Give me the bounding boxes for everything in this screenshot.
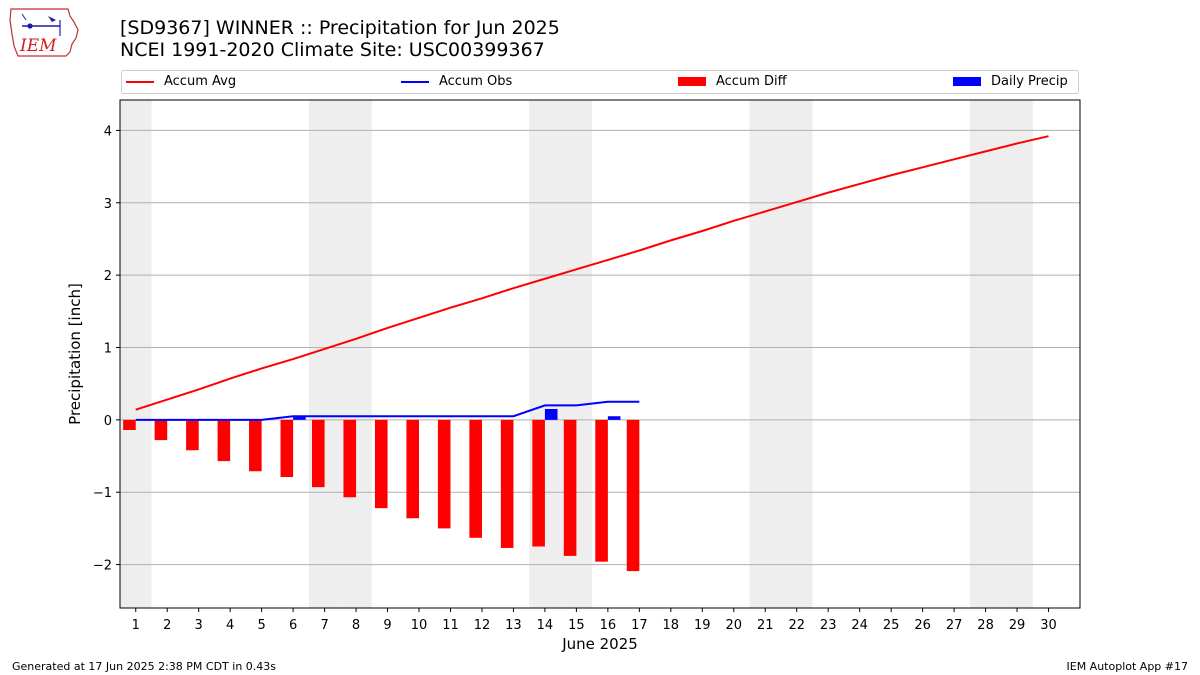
daily-precip-bar [293, 416, 306, 420]
legend-item-accum-obs: Accum Obs [401, 74, 512, 90]
accum-diff-bar [469, 419, 482, 538]
x-tick-label: 14 [537, 618, 554, 633]
accum-diff-bar [532, 419, 545, 547]
accum-diff-bar [249, 419, 262, 472]
x-tick-label: 17 [631, 618, 648, 633]
legend-item-daily-precip: Daily Precip [953, 74, 1068, 90]
x-tick-label: 7 [320, 618, 328, 633]
legend-swatch-accum-diff [678, 77, 706, 86]
x-tick-label: 30 [1040, 618, 1057, 633]
y-tick-label: 2 [104, 269, 112, 284]
chart-legend: Accum Avg Accum Obs Accum Diff Daily Pre… [121, 70, 1079, 94]
chart-title-block: [SD9367] WINNER :: Precipitation for Jun… [120, 17, 560, 61]
x-tick-label: 24 [851, 618, 868, 633]
x-tick-label: 29 [1009, 618, 1026, 633]
y-tick-label: 1 [104, 341, 112, 356]
y-axis-label: Precipitation [inch] [66, 283, 84, 425]
iem-iowa-logo-icon: IEM [9, 8, 79, 57]
x-tick-label: 22 [788, 618, 805, 633]
accum-avg-line [135, 135, 1049, 411]
x-tick-label: 1 [132, 618, 140, 633]
plot-frame [119, 99, 1081, 609]
accum-diff-bar [500, 419, 514, 548]
daily-precip-bar [607, 416, 621, 420]
weekend-band [969, 100, 1002, 608]
x-tick-label: 6 [289, 618, 297, 633]
x-tick-label: 9 [383, 618, 391, 633]
logo-text: IEM [19, 36, 57, 56]
accum-obs-line [135, 400, 640, 421]
x-tick-label: 27 [946, 618, 963, 633]
legend-item-accum-diff: Accum Diff [678, 74, 787, 90]
chart-subtitle: NCEI 1991-2020 Climate Site: USC00399367 [120, 39, 545, 61]
x-tick-label: 23 [820, 618, 837, 633]
y-tick-label: −2 [93, 559, 112, 574]
accum-diff-bar [312, 419, 325, 488]
x-tick-label: 3 [195, 618, 203, 633]
accum-diff-bar [595, 419, 608, 562]
legend-label-accum-diff: Accum Diff [716, 74, 787, 89]
x-tick-label: 25 [883, 618, 900, 633]
weekend-band [1001, 100, 1033, 608]
legend-label-accum-obs: Accum Obs [439, 74, 513, 89]
x-tick-label: 21 [757, 618, 774, 633]
legend-swatch-accum-obs [401, 80, 429, 83]
accum-diff-bar [343, 419, 357, 498]
x-tick-label: 18 [663, 618, 680, 633]
legend-label-accum-avg: Accum Avg [164, 74, 237, 89]
x-tick-label: 8 [352, 618, 360, 633]
legend-swatch-daily-precip [953, 77, 981, 86]
accum-diff-bar [437, 419, 451, 529]
x-tick-label: 12 [474, 618, 491, 633]
x-tick-label: 15 [568, 618, 585, 633]
accum-diff-bar [217, 419, 231, 462]
legend-swatch-accum-avg [126, 80, 154, 83]
legend-label-daily-precip: Daily Precip [991, 74, 1068, 89]
accum-diff-bar [626, 419, 640, 572]
y-tick-label: 3 [104, 197, 112, 212]
footer-app-id: IEM Autoplot App #17 [1066, 660, 1189, 673]
accum-diff-bar [406, 419, 420, 519]
y-tick-label: −1 [93, 486, 112, 501]
accum-diff-bar [280, 419, 294, 478]
accum-diff-bar [563, 419, 577, 556]
x-tick-label: 20 [725, 618, 742, 633]
accum-diff-bar [186, 419, 199, 451]
y-tick-label: 4 [104, 124, 112, 139]
y-tick-label: 0 [104, 414, 112, 429]
x-tick-label: 2 [163, 618, 171, 633]
x-axis-label: June 2025 [561, 635, 638, 653]
x-tick-label: 16 [600, 618, 617, 633]
accum-diff-bar [123, 419, 136, 430]
x-tick-label: 28 [977, 618, 994, 633]
daily-precip-bar [544, 408, 558, 420]
accum-diff-bar [154, 419, 168, 441]
weekend-band [120, 100, 152, 608]
weekend-band [308, 100, 341, 608]
x-tick-label: 5 [257, 618, 265, 633]
accum-diff-bar [374, 419, 388, 509]
x-tick-label: 11 [442, 618, 459, 633]
weekend-band [780, 100, 813, 608]
weekend-band [749, 100, 781, 608]
x-tick-label: 19 [694, 618, 711, 633]
x-tick-label: 4 [226, 618, 234, 633]
x-tick-label: 10 [411, 618, 428, 633]
legend-item-accum-avg: Accum Avg [126, 74, 236, 90]
footer-generated: Generated at 17 Jun 2025 2:38 PM CDT in … [12, 660, 277, 673]
x-tick-label: 13 [505, 618, 522, 633]
weekend-band [340, 100, 372, 608]
chart-title: [SD9367] WINNER :: Precipitation for Jun… [120, 17, 560, 39]
x-tick-label: 26 [914, 618, 931, 633]
